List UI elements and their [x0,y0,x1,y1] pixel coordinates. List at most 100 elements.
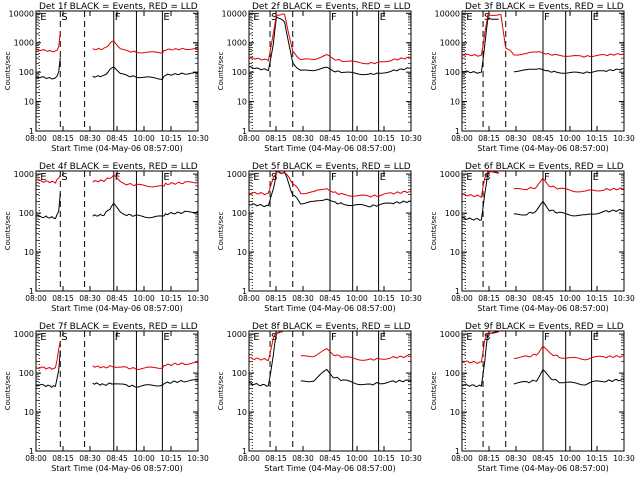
lld-series-line [249,171,411,198]
panel-title: Det 2f BLACK = Events, RED = LLD [252,2,411,12]
event-marker-label: E [253,332,259,343]
lld-series-line [249,13,411,65]
y-tick-label: 1000 [14,330,34,339]
y-tick-label: 10 [24,248,34,257]
y-tick-label: 100 [445,209,460,218]
detector-panel: Det 6f BLACK = Events, RED = LLD Counts/s… [430,162,635,313]
y-tick-label: 1000 [227,39,247,48]
x-tick-label: 10:30 [187,454,209,463]
x-tick-label: 08:00 [451,134,473,143]
x-tick-label: 10:15 [373,294,395,303]
x-tick-label: 10:30 [400,294,422,303]
x-tick-label: 08:15 [265,134,287,143]
x-tick-label: 10:30 [613,294,635,303]
x-tick-label: 08:15 [52,454,74,463]
x-tick-label: 08:45 [106,134,128,143]
lld-series-line [462,171,624,198]
x-tick-label: 08:00 [451,294,473,303]
y-axis-label: Counts/sec [430,372,438,411]
y-axis-label: Counts/sec [217,52,225,91]
event-marker-label: E [593,12,599,23]
x-tick-label: 08:30 [292,454,314,463]
x-tick-label: 10:00 [346,454,368,463]
x-tick-label: 08:45 [319,134,341,143]
event-marker-label: S [271,12,277,23]
y-tick-label: 10 [24,408,34,417]
x-axis-label: Start Time (04-May-06 08:57:00) [51,304,182,313]
y-tick-label: 1 [455,287,460,296]
x-tick-label: 08:30 [79,294,101,303]
y-tick-label: 10 [450,248,460,257]
events-series-line [249,15,411,76]
x-tick-label: 10:30 [187,294,209,303]
lld-series-line [462,13,624,58]
x-tick-label: 10:15 [160,294,182,303]
y-tick-label: 1 [242,447,247,456]
event-marker-label: E [380,12,386,23]
x-axis-label: Start Time (04-May-06 08:57:00) [264,144,395,153]
event-marker-label: F [115,172,121,183]
y-tick-label: 100 [232,209,247,218]
y-axis-label: Counts/sec [4,52,12,91]
x-tick-label: 10:30 [400,454,422,463]
x-tick-label: 08:15 [478,294,500,303]
y-tick-label: 10000 [435,9,460,18]
x-tick-label: 10:30 [400,134,422,143]
detector-panel: Det 1f BLACK = Events, RED = LLD Counts/s… [4,2,209,153]
x-tick-label: 10:15 [586,294,608,303]
x-tick-label: 10:30 [613,454,635,463]
panel-title: Det 1f BLACK = Events, RED = LLD [39,2,198,12]
x-tick-label: 10:15 [160,134,182,143]
y-tick-label: 1 [29,287,34,296]
events-series-line [36,193,198,220]
x-axis-label: Start Time (04-May-06 08:57:00) [477,304,608,313]
x-tick-label: 10:15 [586,134,608,143]
x-axis-label: Start Time (04-May-06 08:57:00) [264,304,395,313]
detector-panel: Det 7f BLACK = Events, RED = LLD Counts/s… [4,322,209,473]
x-tick-label: 10:00 [559,294,581,303]
event-marker-label: E [380,332,386,343]
detector-panel: Det 3f BLACK = Events, RED = LLD Counts/s… [430,2,635,153]
x-tick-label: 08:45 [532,454,554,463]
event-marker-label: E [466,332,472,343]
event-marker-label: E [380,172,386,183]
x-tick-label: 08:45 [532,294,554,303]
x-tick-label: 10:15 [373,134,395,143]
y-tick-label: 10000 [9,9,34,18]
detector-panel: Det 4f BLACK = Events, RED = LLD Counts/s… [4,162,209,313]
event-marker-label: S [271,332,277,343]
lld-series-line [36,174,198,188]
x-tick-label: 08:00 [25,134,47,143]
y-tick-label: 100 [19,68,34,77]
detector-panel: Det 5f BLACK = Events, RED = LLD Counts/s… [217,162,422,313]
y-axis-label: Counts/sec [430,212,438,251]
x-tick-label: 08:45 [106,454,128,463]
y-tick-label: 1000 [14,170,34,179]
lld-series-line [36,31,198,54]
event-marker-label: E [253,12,259,23]
event-marker-label: S [61,12,67,23]
y-axis-label: Counts/sec [217,212,225,251]
x-tick-label: 08:00 [25,294,47,303]
events-series-line [249,171,411,208]
x-tick-label: 08:45 [532,134,554,143]
y-tick-label: 1000 [227,170,247,179]
y-tick-label: 10 [237,408,247,417]
x-tick-label: 10:15 [586,454,608,463]
y-tick-label: 10 [237,98,247,107]
event-marker-label: E [40,332,46,343]
detector-panel: Det 2f BLACK = Events, RED = LLD Counts/s… [217,2,422,153]
event-marker-label: E [40,172,46,183]
event-marker-label: F [115,332,121,343]
event-marker-label: F [331,172,337,183]
x-tick-label: 10:00 [559,134,581,143]
y-tick-label: 1000 [440,330,460,339]
panel-title: Det 6f BLACK = Events, RED = LLD [465,162,624,172]
y-tick-label: 100 [445,369,460,378]
x-tick-label: 10:15 [160,454,182,463]
x-tick-label: 08:15 [478,454,500,463]
x-tick-label: 08:30 [505,134,527,143]
y-tick-label: 10 [450,408,460,417]
y-axis-label: Counts/sec [430,52,438,91]
